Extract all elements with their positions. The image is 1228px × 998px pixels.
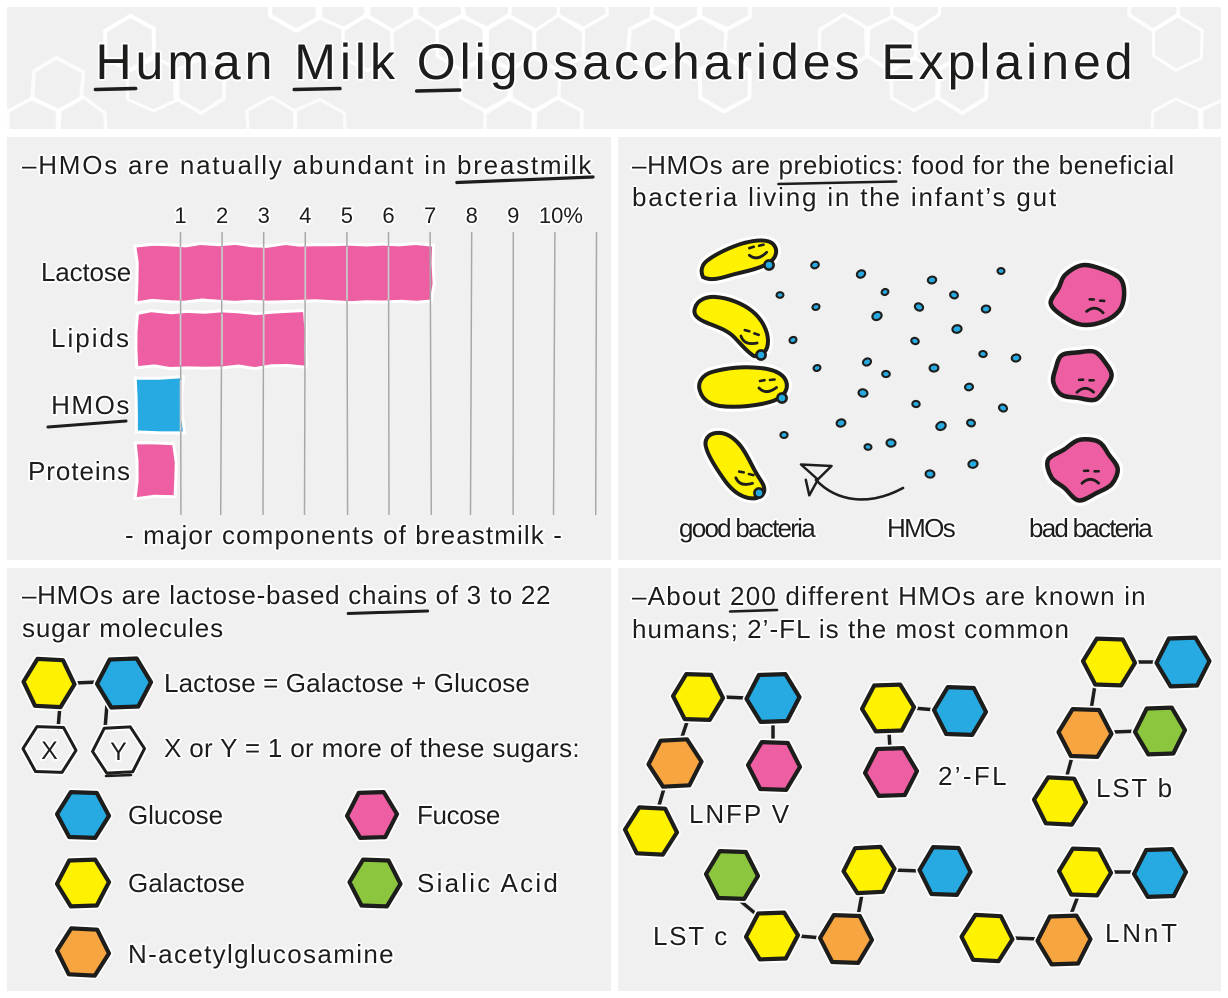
- svg-text:X: X: [41, 737, 58, 765]
- svg-text:Galactose: Galactose: [128, 868, 245, 898]
- svg-text:–HMOs are prebiotics: food for: –HMOs are prebiotics: food for the benef…: [632, 150, 1175, 180]
- svg-text:1: 1: [174, 203, 186, 228]
- svg-text:Y: Y: [110, 738, 127, 766]
- svg-text:9: 9: [507, 203, 519, 228]
- svg-text:5: 5: [341, 203, 353, 228]
- svg-text:6: 6: [382, 203, 394, 228]
- svg-text:N-acetylglucosamine: N-acetylglucosamine: [128, 939, 395, 969]
- svg-text:- major components of breastmi: - major components of breastmilk -: [125, 520, 563, 550]
- svg-text:Fucose: Fucose: [417, 800, 500, 830]
- svg-text:4: 4: [299, 203, 311, 228]
- svg-text:3: 3: [258, 203, 270, 228]
- svg-text:2’-FL: 2’-FL: [938, 761, 1009, 791]
- svg-text:10%: 10%: [539, 203, 583, 228]
- svg-text:sugar molecules: sugar molecules: [22, 613, 224, 643]
- svg-text:Sialic Acid: Sialic Acid: [417, 868, 560, 898]
- svg-text:LST b: LST b: [1096, 773, 1174, 803]
- svg-text:–About 200 different HMOs are: –About 200 different HMOs are known in: [632, 581, 1147, 611]
- svg-text:bad bacteria: bad bacteria: [1029, 513, 1153, 543]
- svg-text:Glucose: Glucose: [128, 800, 223, 830]
- svg-text:2: 2: [216, 203, 228, 228]
- svg-text:good bacteria: good bacteria: [679, 513, 816, 543]
- svg-text:Lactose: Lactose: [41, 257, 131, 287]
- svg-text:8: 8: [466, 203, 478, 228]
- svg-text:–HMOs are lactose-based chains: –HMOs are lactose-based chains of 3 to 2…: [22, 580, 551, 610]
- svg-text:–HMOs are natually abundant in: –HMOs are natually abundant in breastmil…: [22, 150, 593, 180]
- svg-text:Lactose = Galactose + Glucose: Lactose = Galactose + Glucose: [164, 668, 530, 698]
- svg-text:LNFP V: LNFP V: [689, 799, 791, 829]
- svg-text:Lipids: Lipids: [51, 323, 131, 353]
- svg-text:HMOs: HMOs: [887, 513, 956, 543]
- svg-text:LNnT: LNnT: [1105, 918, 1180, 948]
- svg-text:bacteria living in the infant’: bacteria living in the infant’s gut: [632, 182, 1058, 212]
- svg-text:HMOs: HMOs: [51, 390, 131, 420]
- svg-text:Human Milk Oligosaccharides Ex: Human Milk Oligosaccharides Explained: [96, 34, 1137, 90]
- svg-text:7: 7: [424, 203, 436, 228]
- svg-text:X or Y = 1 or more of these su: X or Y = 1 or more of these sugars:: [164, 733, 580, 763]
- svg-text:Proteins: Proteins: [28, 456, 131, 486]
- svg-text:humans; 2’-FL is the most comm: humans; 2’-FL is the most common: [632, 614, 1070, 644]
- svg-text:LST c: LST c: [653, 921, 729, 951]
